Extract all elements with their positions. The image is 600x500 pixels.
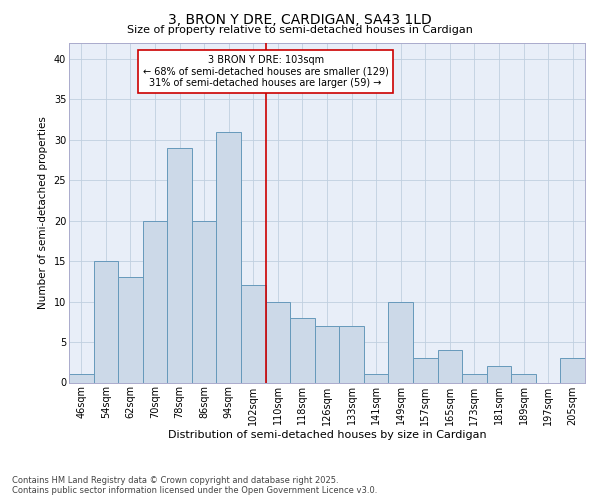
Bar (217, 132, 241, 382)
Bar (69, 374, 94, 382)
Bar (560, 358, 585, 382)
Bar (388, 302, 413, 382)
Text: Contains HM Land Registry data © Crown copyright and database right 2025.
Contai: Contains HM Land Registry data © Crown c… (12, 476, 377, 495)
Bar (241, 286, 266, 382)
Text: 3 BRON Y DRE: 103sqm
← 68% of semi-detached houses are smaller (129)
31% of semi: 3 BRON Y DRE: 103sqm ← 68% of semi-detac… (143, 54, 389, 88)
Bar (290, 318, 315, 382)
Bar (437, 350, 462, 382)
Y-axis label: Number of semi-detached properties: Number of semi-detached properties (38, 116, 48, 309)
Bar (315, 326, 339, 382)
Bar (192, 220, 217, 382)
Bar (143, 220, 167, 382)
Bar (167, 148, 192, 382)
Bar (413, 358, 437, 382)
Text: Size of property relative to semi-detached houses in Cardigan: Size of property relative to semi-detach… (127, 25, 473, 35)
X-axis label: Distribution of semi-detached houses by size in Cardigan: Distribution of semi-detached houses by … (167, 430, 487, 440)
Bar (266, 302, 290, 382)
Text: 3, BRON Y DRE, CARDIGAN, SA43 1LD: 3, BRON Y DRE, CARDIGAN, SA43 1LD (168, 12, 432, 26)
Bar (339, 326, 364, 382)
Bar (118, 278, 143, 382)
Bar (364, 374, 388, 382)
Bar (94, 261, 118, 382)
Bar (511, 374, 536, 382)
Bar (487, 366, 511, 382)
Bar (462, 374, 487, 382)
